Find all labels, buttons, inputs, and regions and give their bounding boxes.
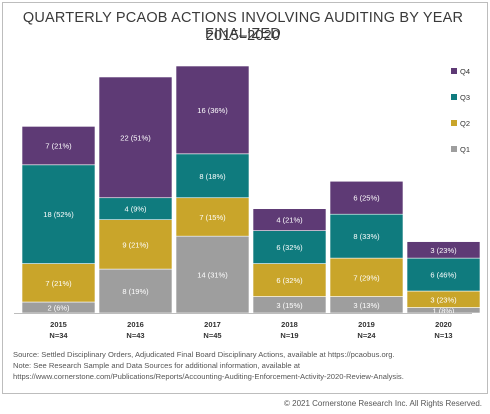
data-label: 2 (6%) xyxy=(47,304,70,313)
legend-swatch-q4 xyxy=(451,68,457,74)
x-tick-label: 2016 xyxy=(127,320,144,329)
data-label: 3 (23%) xyxy=(430,246,457,255)
data-label: 8 (33%) xyxy=(353,232,380,241)
data-label: 8 (18%) xyxy=(199,172,226,181)
bar-segment-q4-2020 xyxy=(406,241,481,259)
source-note: Source: Settled Disciplinary Orders, Adj… xyxy=(13,350,395,359)
x-tick-total: N=43 xyxy=(126,331,144,340)
x-tick-label: 2015 xyxy=(50,320,67,329)
data-label: 3 (13%) xyxy=(353,301,380,310)
bar-segment-q2-2019 xyxy=(329,257,404,297)
data-label: 6 (32%) xyxy=(276,276,303,285)
data-label: 7 (29%) xyxy=(353,273,380,282)
bar-segment-q3-2020 xyxy=(406,257,481,292)
chart-subtitle: 2015–2020 xyxy=(205,28,281,44)
x-tick-total: N=19 xyxy=(280,331,298,340)
bar-segment-q2-2015 xyxy=(21,263,96,303)
data-label: 7 (15%) xyxy=(199,213,226,222)
x-tick-total: N=24 xyxy=(357,331,376,340)
legend-label-q2: Q2 xyxy=(460,119,470,128)
bar-segment-q4-2018 xyxy=(252,208,327,231)
bar-segment-q2-2016 xyxy=(98,219,173,270)
data-label: 7 (21%) xyxy=(45,279,72,288)
x-tick-label: 2017 xyxy=(204,320,221,329)
bar-segment-q2-2017 xyxy=(175,197,250,237)
data-label: 16 (36%) xyxy=(197,106,228,115)
legend-label-q1: Q1 xyxy=(460,145,470,154)
x-tick-total: N=45 xyxy=(203,331,221,340)
data-label: 14 (31%) xyxy=(197,271,228,280)
bar-segment-q4-2019 xyxy=(329,180,404,215)
data-label: 6 (46%) xyxy=(430,271,457,280)
bar-segment-q4-2016 xyxy=(98,76,173,199)
methodology-note-url: https://www.cornerstone.com/Publications… xyxy=(13,372,404,381)
data-label: 9 (21%) xyxy=(122,240,149,249)
data-label: 4 (21%) xyxy=(276,216,303,225)
data-label: 22 (51%) xyxy=(120,133,151,142)
legend-label-q3: Q3 xyxy=(460,93,470,102)
data-label: 4 (9%) xyxy=(124,205,147,214)
data-label: 18 (52%) xyxy=(43,210,74,219)
x-tick-label: 2018 xyxy=(281,320,298,329)
methodology-note: Note: See Research Sample and Data Sourc… xyxy=(13,361,301,370)
data-label: 6 (25%) xyxy=(353,194,380,203)
bar-segment-q4-2017 xyxy=(175,65,250,155)
bar-segment-q4-2015 xyxy=(21,126,96,166)
data-label: 1 (8%) xyxy=(432,306,455,315)
data-label: 6 (32%) xyxy=(276,243,303,252)
x-tick-label: 2019 xyxy=(358,320,375,329)
data-label: 3 (23%) xyxy=(430,295,457,304)
x-tick-label: 2020 xyxy=(435,320,452,329)
x-tick-total: N=13 xyxy=(434,331,452,340)
bar-segment-q3-2018 xyxy=(252,230,327,264)
bar-segment-q1-2017 xyxy=(175,235,250,314)
legend-swatch-q3 xyxy=(451,94,457,100)
legend-label-q4: Q4 xyxy=(460,67,470,76)
data-label: 3 (15%) xyxy=(276,301,303,310)
chart-title: QUARTERLY PCAOB ACTIONS INVOLVING AUDITI… xyxy=(22,10,464,42)
data-label: 7 (21%) xyxy=(45,142,72,151)
x-tick-total: N=34 xyxy=(49,331,68,340)
copyright-text: © 2021 Cornerstone Research Inc. All Rig… xyxy=(284,399,482,408)
bar-segment-q2-2018 xyxy=(252,263,327,297)
data-label: 8 (19%) xyxy=(122,287,149,296)
legend-swatch-q2 xyxy=(451,120,457,126)
bar-segment-q3-2015 xyxy=(21,164,96,264)
legend-swatch-q1 xyxy=(451,146,457,152)
bar-segment-q3-2017 xyxy=(175,153,250,199)
